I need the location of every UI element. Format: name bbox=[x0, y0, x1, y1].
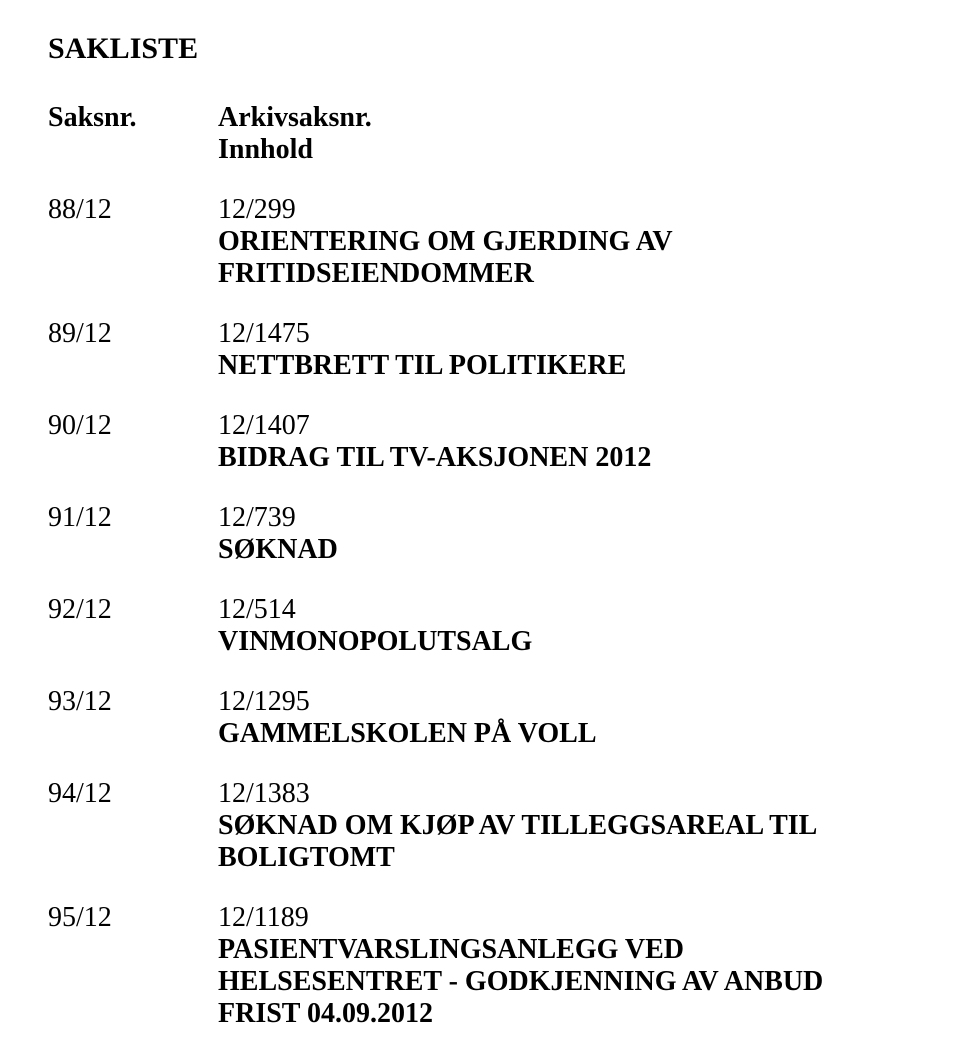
list-item: 93/12 12/1295 GAMMELSKOLEN PÅ VOLL bbox=[48, 686, 912, 750]
document-page: SAKLISTE Saksnr. Arkivsaksnr. Innhold 88… bbox=[0, 0, 960, 1062]
header-row: Saksnr. Arkivsaksnr. Innhold bbox=[48, 102, 912, 166]
header-saksnr: Saksnr. bbox=[48, 102, 218, 166]
saksnr-value: 94/12 bbox=[48, 778, 218, 874]
saksnr-value: 93/12 bbox=[48, 686, 218, 750]
entry-content: 12/1189 PASIENTVARSLINGSANLEGG VED HELSE… bbox=[218, 902, 912, 1030]
arkiv-value: 12/1407 bbox=[218, 410, 912, 442]
arkiv-value: 12/1475 bbox=[218, 318, 912, 350]
saksnr-value: 92/12 bbox=[48, 594, 218, 658]
arkiv-value: 12/1295 bbox=[218, 686, 912, 718]
arkiv-value: 12/299 bbox=[218, 194, 912, 226]
arkiv-value: 12/1189 bbox=[218, 902, 912, 934]
entry-desc: VINMONOPOLUTSALG bbox=[218, 626, 912, 658]
header-right: Arkivsaksnr. Innhold bbox=[218, 102, 912, 166]
entry-content: 12/1475 NETTBRETT TIL POLITIKERE bbox=[218, 318, 912, 382]
entry-desc: SØKNAD OM KJØP AV TILLEGGSAREAL TIL BOLI… bbox=[218, 810, 912, 874]
list-item: 88/12 12/299 ORIENTERING OM GJERDING AV … bbox=[48, 194, 912, 290]
saksnr-value: 89/12 bbox=[48, 318, 218, 382]
entry-desc: ORIENTERING OM GJERDING AV FRITIDSEIENDO… bbox=[218, 226, 912, 290]
page-title: SAKLISTE bbox=[48, 32, 912, 66]
arkiv-value: 12/514 bbox=[218, 594, 912, 626]
list-item: 95/12 12/1189 PASIENTVARSLINGSANLEGG VED… bbox=[48, 902, 912, 1030]
entry-content: 12/1295 GAMMELSKOLEN PÅ VOLL bbox=[218, 686, 912, 750]
list-item: 91/12 12/739 SØKNAD bbox=[48, 502, 912, 566]
entry-content: 12/1383 SØKNAD OM KJØP AV TILLEGGSAREAL … bbox=[218, 778, 912, 874]
header-innhold: Innhold bbox=[218, 134, 313, 165]
saksnr-value: 90/12 bbox=[48, 410, 218, 474]
list-item: 90/12 12/1407 BIDRAG TIL TV-AKSJONEN 201… bbox=[48, 410, 912, 474]
entry-desc: PASIENTVARSLINGSANLEGG VED HELSESENTRET … bbox=[218, 934, 912, 1030]
list-item: 89/12 12/1475 NETTBRETT TIL POLITIKERE bbox=[48, 318, 912, 382]
list-item: 94/12 12/1383 SØKNAD OM KJØP AV TILLEGGS… bbox=[48, 778, 912, 874]
arkiv-value: 12/1383 bbox=[218, 778, 912, 810]
saksnr-value: 91/12 bbox=[48, 502, 218, 566]
list-item: 92/12 12/514 VINMONOPOLUTSALG bbox=[48, 594, 912, 658]
saksnr-value: 95/12 bbox=[48, 902, 218, 1030]
saksnr-value: 88/12 bbox=[48, 194, 218, 290]
entry-desc: SØKNAD bbox=[218, 534, 912, 566]
entry-desc: NETTBRETT TIL POLITIKERE bbox=[218, 350, 912, 382]
arkiv-value: 12/739 bbox=[218, 502, 912, 534]
entry-desc: BIDRAG TIL TV-AKSJONEN 2012 bbox=[218, 442, 912, 474]
entry-desc: GAMMELSKOLEN PÅ VOLL bbox=[218, 718, 912, 750]
entry-content: 12/299 ORIENTERING OM GJERDING AV FRITID… bbox=[218, 194, 912, 290]
entry-content: 12/514 VINMONOPOLUTSALG bbox=[218, 594, 912, 658]
header-arkiv: Arkivsaksnr. bbox=[218, 102, 372, 133]
entry-content: 12/1407 BIDRAG TIL TV-AKSJONEN 2012 bbox=[218, 410, 912, 474]
entry-content: 12/739 SØKNAD bbox=[218, 502, 912, 566]
